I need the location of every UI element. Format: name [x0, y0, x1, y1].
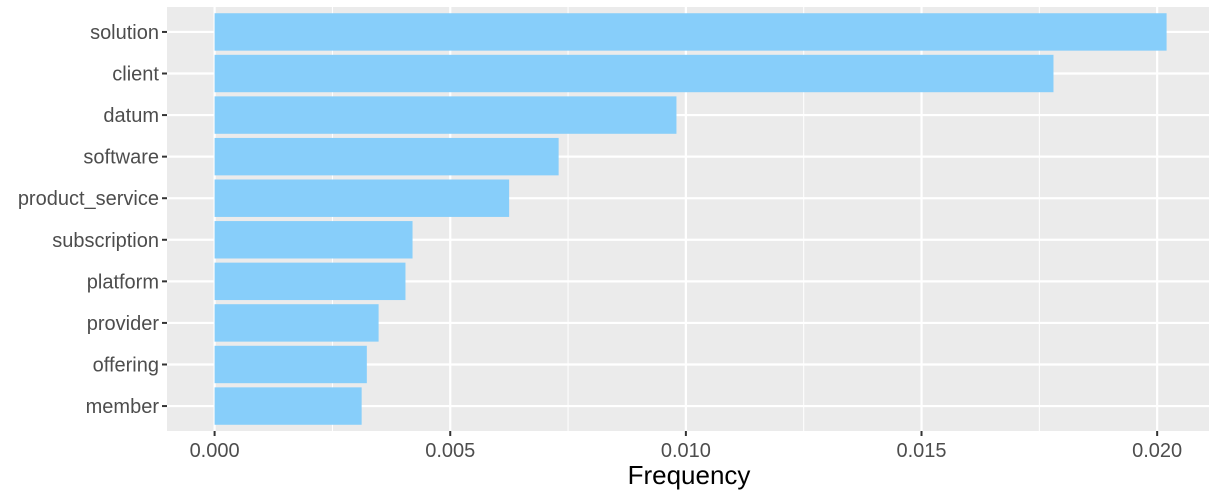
x-tick-label: 0.005	[425, 440, 475, 462]
y-tick-label: solution	[90, 22, 159, 44]
y-tick-label: software	[83, 147, 159, 169]
bar-product_service	[215, 180, 510, 217]
bar-software	[215, 138, 559, 175]
x-tick-label: 0.000	[190, 440, 240, 462]
y-tick-label: offering	[93, 354, 159, 376]
x-axis: 0.000 0.005 0.010 0.015 0.020	[190, 431, 1183, 462]
bar-platform	[215, 263, 406, 300]
y-tick-label: client	[112, 64, 159, 86]
x-tick-label: 0.015	[896, 440, 946, 462]
y-tick-label: subscription	[52, 230, 159, 252]
bar-subscription	[215, 221, 413, 258]
bar-member	[215, 387, 362, 424]
bar-datum	[215, 96, 677, 133]
y-tick-label: member	[86, 396, 160, 418]
x-axis-title: Frequency	[628, 460, 751, 490]
y-tick-label: product_service	[18, 188, 159, 210]
bar-solution	[215, 13, 1167, 50]
y-axis: solution client datum software product_servi…	[18, 22, 167, 418]
bar-offering	[215, 346, 367, 383]
x-tick-label: 0.010	[661, 440, 711, 462]
y-tick-label: datum	[103, 105, 159, 127]
bar-provider	[215, 304, 379, 341]
y-tick-label: platform	[87, 271, 159, 293]
bar-client	[215, 55, 1054, 92]
y-tick-label: provider	[87, 313, 160, 335]
x-tick-label: 0.020	[1132, 440, 1182, 462]
